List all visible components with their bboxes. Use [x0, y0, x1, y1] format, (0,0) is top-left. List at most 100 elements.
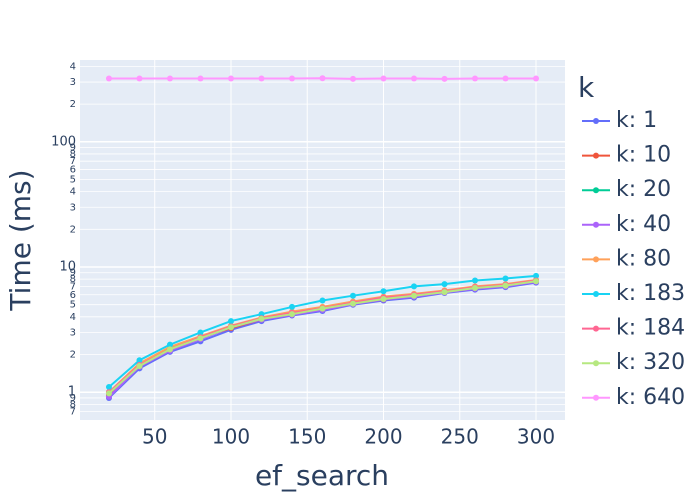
- point: [472, 277, 479, 284]
- y-tick-label: 2: [70, 99, 76, 110]
- point: [258, 315, 265, 322]
- grid: [80, 60, 565, 420]
- legend-marker: [593, 360, 599, 367]
- point: [472, 284, 479, 291]
- point: [380, 288, 387, 295]
- point: [350, 292, 357, 299]
- x-tick-label: 250: [441, 425, 479, 449]
- marks: [105, 75, 540, 401]
- legend-marker: [593, 152, 599, 159]
- point: [288, 311, 295, 318]
- legend-marker: [593, 221, 599, 228]
- point: [411, 292, 418, 299]
- point: [533, 278, 540, 285]
- point: [319, 75, 326, 82]
- legend-marker: [593, 291, 599, 297]
- legend-marker: [593, 256, 599, 263]
- legend-label: k: 320: [616, 350, 685, 375]
- point: [502, 282, 509, 289]
- legend-marker: [593, 325, 599, 332]
- legend-label: k: 1: [616, 108, 657, 133]
- y-tick-label: 8: [70, 274, 76, 285]
- y-tick-label: 100: [51, 134, 76, 149]
- x-axis-title: ef_search: [255, 459, 389, 492]
- y-tick-label: 8: [70, 149, 76, 160]
- x-tick-label: 50: [142, 425, 167, 449]
- y-tick-label: 5: [70, 174, 76, 185]
- point: [441, 75, 448, 82]
- point: [105, 390, 112, 397]
- point: [136, 75, 143, 82]
- point: [136, 362, 143, 369]
- point: [441, 289, 448, 296]
- y-tick-label: 1: [68, 385, 76, 400]
- point: [533, 272, 540, 279]
- legend-label: k: 640: [616, 385, 685, 410]
- y-tick-label: 3: [70, 202, 76, 213]
- legend-label: k: 184: [616, 316, 685, 341]
- x-tick-label: 300: [517, 425, 555, 449]
- point: [105, 75, 112, 82]
- y-tick-label: 3: [70, 327, 76, 338]
- point: [197, 335, 204, 342]
- point: [288, 75, 295, 82]
- point: [350, 75, 357, 82]
- point: [380, 75, 387, 82]
- y-axis-title: Time (ms): [4, 169, 37, 311]
- legend-label: k: 80: [616, 246, 671, 271]
- point: [502, 75, 509, 82]
- y-tick-label: 2: [70, 224, 76, 235]
- legend-label: k: 183: [616, 281, 685, 306]
- point: [288, 303, 295, 310]
- point: [319, 297, 326, 304]
- y-tick-label: 8: [70, 399, 76, 410]
- point: [319, 305, 326, 312]
- point: [380, 296, 387, 303]
- point: [411, 75, 418, 82]
- point: [472, 75, 479, 82]
- y-tick-label: 6: [70, 290, 76, 301]
- legend-label: k: 20: [616, 177, 671, 202]
- point: [533, 75, 540, 82]
- point: [166, 341, 173, 348]
- point: [227, 324, 234, 331]
- x-tick-label: 100: [212, 425, 250, 449]
- y-tick-label: 6: [70, 165, 76, 176]
- y-tick-label: 10: [59, 260, 76, 275]
- y-tick-label: 7: [70, 281, 76, 292]
- point: [258, 75, 265, 82]
- x-tick-label: 150: [288, 425, 326, 449]
- point: [411, 283, 418, 290]
- point: [227, 75, 234, 82]
- y-tick-label: 7: [70, 156, 76, 167]
- y-tick-label: 5: [70, 300, 76, 311]
- legend-label: k: 40: [616, 212, 671, 237]
- point: [136, 357, 143, 364]
- legend-marker: [593, 187, 599, 194]
- point: [502, 275, 509, 282]
- y-tick-label: 9: [70, 143, 76, 154]
- point: [105, 384, 112, 391]
- point: [166, 346, 173, 353]
- legend-marker: [593, 118, 599, 124]
- legend-marker: [593, 394, 599, 401]
- y-tick-label: 9: [70, 393, 76, 404]
- legend-title: k: [578, 71, 595, 104]
- y-tick-label: 4: [70, 187, 76, 198]
- legend-label: k: 10: [616, 143, 671, 168]
- y-tick-label: 7: [70, 407, 76, 418]
- point: [350, 300, 357, 307]
- point: [441, 281, 448, 288]
- point: [166, 75, 173, 82]
- y-tick-label: 9: [70, 268, 76, 279]
- point: [197, 329, 204, 336]
- y-tick-label: 2: [70, 350, 76, 361]
- point: [227, 318, 234, 325]
- y-tick-label: 3: [70, 77, 76, 88]
- point: [197, 75, 204, 82]
- plot-area: [80, 60, 565, 420]
- y-tick-label: 4: [70, 61, 76, 72]
- x-tick-label: 200: [364, 425, 402, 449]
- y-tick-label: 4: [70, 312, 76, 323]
